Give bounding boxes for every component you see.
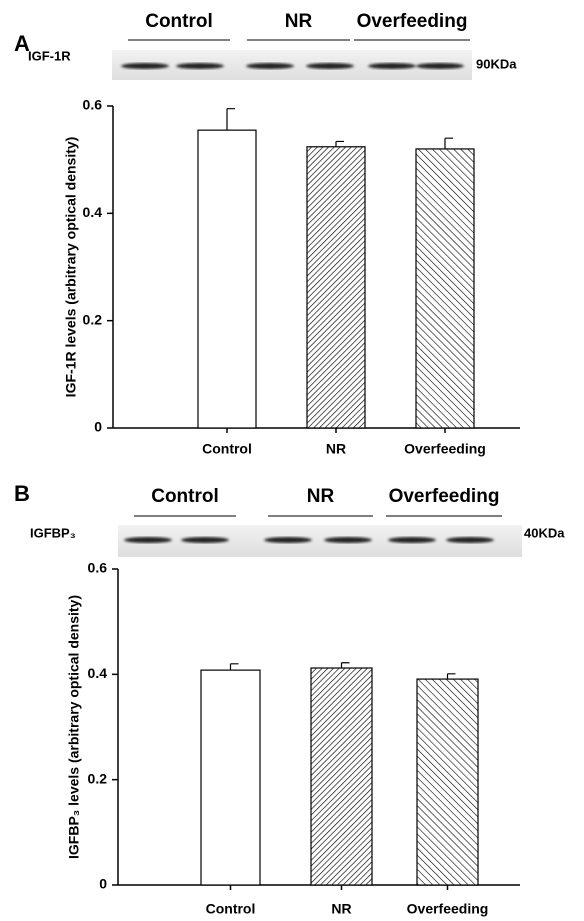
blot-band	[124, 537, 172, 543]
blot-band	[446, 537, 494, 543]
x-tick-label: NR	[326, 441, 346, 457]
blot-band	[368, 63, 416, 69]
error-bar	[231, 664, 239, 670]
bar	[198, 130, 256, 428]
blot-band	[176, 63, 224, 69]
error-bar	[448, 674, 456, 679]
y-tick-label: 0	[94, 419, 102, 435]
blot-band	[246, 63, 294, 69]
error-bar	[342, 663, 350, 668]
blot-band	[416, 63, 464, 69]
blot-label: IGF-1R	[28, 48, 71, 63]
group-label: Overfeeding	[357, 11, 468, 32]
bar	[307, 147, 365, 428]
figure: AControlNROverfeedingIGF-1R90KDa00.20.40…	[0, 0, 584, 921]
bar	[311, 668, 372, 885]
group-label: Overfeeding	[389, 486, 500, 507]
error-bar	[445, 138, 453, 149]
error-bar	[336, 141, 344, 146]
blot-band	[306, 63, 354, 69]
y-tick-label: 0.4	[88, 665, 108, 681]
y-tick-label: 0.6	[88, 560, 108, 576]
blot-band	[181, 537, 229, 543]
y-axis-label: IGF-1R levels (arbitrary optical density…	[63, 137, 79, 398]
y-axis-label: IGFBP₃ levels (arbitrary optical density…	[66, 595, 82, 859]
blot-band	[121, 63, 169, 69]
group-label: Control	[145, 11, 213, 32]
blot-label: IGFBP₃	[30, 525, 76, 540]
y-tick-label: 0.6	[83, 97, 103, 113]
blot-band	[264, 537, 312, 543]
x-tick-label: Overfeeding	[404, 441, 486, 457]
bar	[416, 149, 474, 428]
y-tick-label: 0	[99, 876, 107, 892]
group-label: Control	[151, 486, 219, 507]
group-label: NR	[307, 486, 335, 507]
blot-size: 40KDa	[524, 525, 565, 540]
bar	[201, 670, 260, 885]
blot-band	[388, 537, 436, 543]
bar	[417, 679, 478, 885]
y-tick-label: 0.4	[83, 204, 103, 220]
blot-band	[324, 537, 372, 543]
blot-size: 90KDa	[476, 56, 517, 71]
error-bar	[227, 109, 235, 130]
x-tick-label: Overfeeding	[407, 901, 489, 917]
y-tick-label: 0.2	[83, 311, 103, 327]
x-tick-label: Control	[202, 441, 252, 457]
panel-label: B	[14, 481, 30, 506]
group-label: NR	[285, 11, 313, 32]
y-tick-label: 0.2	[88, 770, 108, 786]
x-tick-label: Control	[206, 901, 256, 917]
x-tick-label: NR	[331, 901, 351, 917]
